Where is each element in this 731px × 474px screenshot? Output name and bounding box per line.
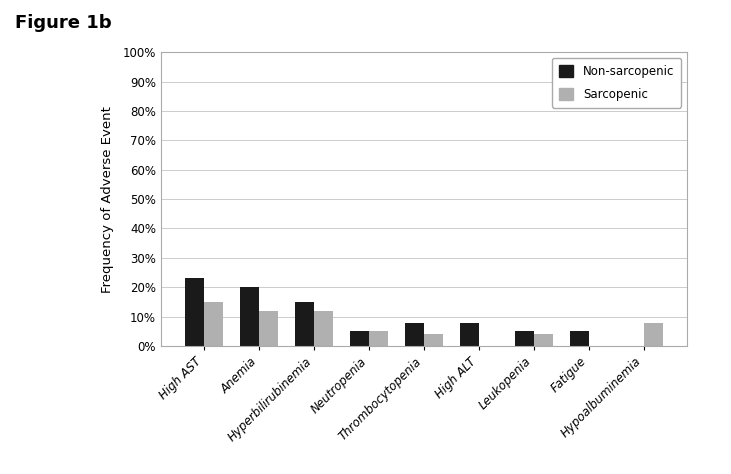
Bar [405,322,424,346]
Bar [204,302,223,346]
Bar [515,331,534,346]
Bar [460,322,479,346]
Bar [349,331,369,346]
Bar [185,278,204,346]
Text: Figure 1b: Figure 1b [15,14,111,32]
Bar [644,322,663,346]
Bar [369,331,388,346]
Legend: Non-sarcopenic, Sarcopenic: Non-sarcopenic, Sarcopenic [552,58,681,108]
Y-axis label: Frequency of Adverse Event: Frequency of Adverse Event [102,106,114,292]
Bar [314,311,333,346]
Bar [259,311,279,346]
Bar [424,334,443,346]
Bar [534,334,553,346]
Bar [295,302,314,346]
Bar [569,331,589,346]
Bar [240,287,259,346]
